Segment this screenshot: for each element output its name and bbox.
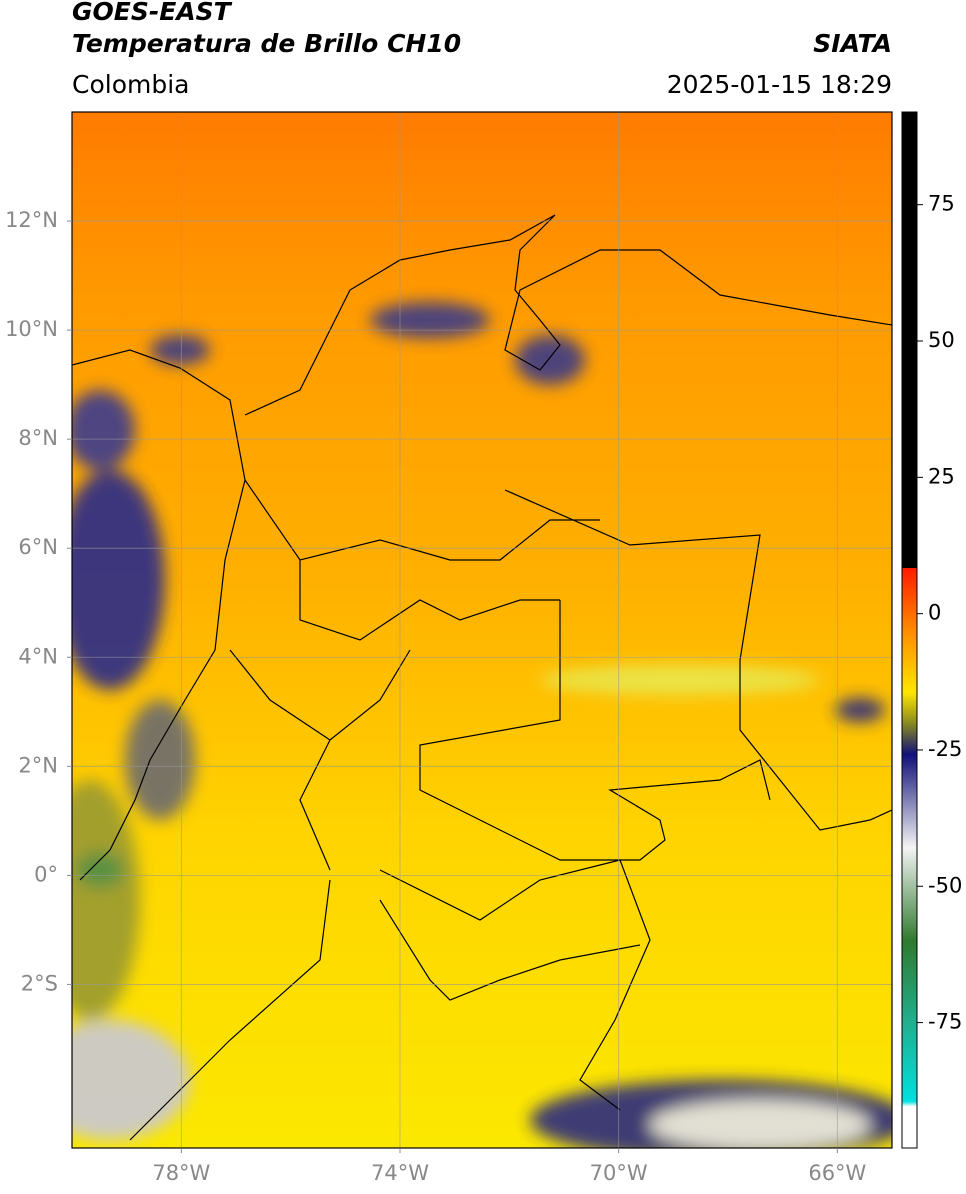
map-frame — [71, 111, 893, 1149]
y-tick-label: 6°N — [18, 535, 58, 559]
y-tick-label: 0° — [34, 862, 58, 886]
x-tick-label: 78°W — [152, 1161, 210, 1185]
colorbar-tick-label: -75 — [928, 1010, 962, 1034]
y-tick-label: 4°N — [18, 644, 58, 668]
colorbar-tick-label: 0 — [928, 601, 941, 625]
colorbar-tick-label: 25 — [928, 464, 955, 488]
satellite-image — [72, 112, 892, 1148]
colorbar-tick-label: 50 — [928, 328, 955, 352]
region: Colombia — [72, 70, 189, 99]
source: SIATA — [813, 29, 892, 58]
x-tick-label: 74°W — [371, 1161, 429, 1185]
colorbar-tick-label: 75 — [928, 192, 955, 216]
x-tick-label: 66°W — [808, 1161, 866, 1185]
colorbar-tick-label: -50 — [928, 873, 962, 897]
datetime: 2025-01-15 18:29 — [667, 70, 892, 99]
y-tick-label: 2°S — [21, 971, 58, 995]
colorbar-tick-label: -25 — [928, 737, 962, 761]
grid — [72, 112, 892, 1148]
title: GOES-EAST — [72, 0, 233, 26]
y-tick-label: 12°N — [5, 208, 58, 232]
x-tick-label: 70°W — [590, 1161, 648, 1185]
subtitle: Temperatura de Brillo CH10 — [72, 29, 461, 58]
y-tick-label: 8°N — [18, 426, 58, 450]
colorbar — [901, 111, 918, 1149]
y-tick-label: 10°N — [5, 317, 58, 341]
y-tick-label: 2°N — [18, 753, 58, 777]
